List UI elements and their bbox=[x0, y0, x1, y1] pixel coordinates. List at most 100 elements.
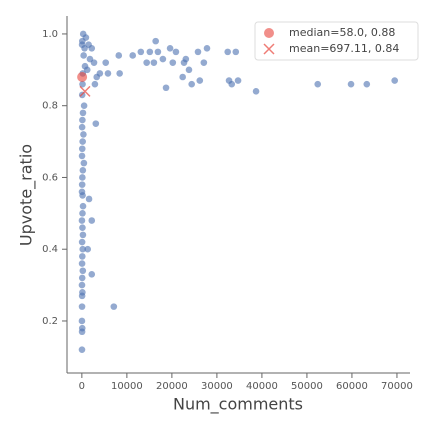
point bbox=[137, 48, 145, 56]
point bbox=[78, 303, 86, 310]
legend-label: median=58.0, 0.88 bbox=[289, 26, 395, 39]
point bbox=[79, 231, 87, 239]
point bbox=[363, 80, 371, 88]
point bbox=[143, 59, 150, 66]
point bbox=[85, 195, 93, 203]
point bbox=[159, 55, 167, 63]
point bbox=[169, 59, 177, 66]
point bbox=[196, 77, 204, 84]
x-tick-label: 30000 bbox=[201, 381, 233, 392]
point bbox=[81, 62, 89, 70]
point bbox=[79, 109, 87, 117]
point bbox=[78, 317, 86, 325]
point bbox=[80, 102, 88, 109]
point bbox=[79, 245, 87, 253]
point bbox=[78, 260, 86, 267]
point bbox=[79, 267, 87, 275]
point bbox=[79, 80, 86, 88]
point bbox=[104, 70, 112, 77]
point bbox=[78, 238, 86, 246]
point bbox=[84, 245, 92, 253]
point bbox=[86, 55, 94, 63]
point bbox=[79, 192, 86, 199]
point bbox=[91, 80, 99, 88]
legend-marker bbox=[263, 43, 275, 55]
point bbox=[78, 181, 86, 188]
point bbox=[347, 80, 355, 88]
point bbox=[93, 73, 101, 81]
point bbox=[92, 120, 100, 127]
point bbox=[203, 44, 211, 52]
point bbox=[172, 48, 180, 56]
point bbox=[88, 217, 96, 224]
x-tick-label: 70000 bbox=[381, 381, 413, 392]
point bbox=[224, 48, 231, 56]
point bbox=[78, 41, 86, 49]
point bbox=[115, 52, 123, 59]
x-tick-label: 60000 bbox=[336, 381, 368, 392]
point bbox=[129, 52, 137, 59]
point bbox=[80, 52, 87, 59]
point bbox=[146, 48, 154, 56]
point bbox=[79, 116, 86, 124]
point bbox=[78, 328, 86, 336]
x-tick-label: 10000 bbox=[111, 381, 143, 392]
point bbox=[252, 88, 260, 95]
point bbox=[88, 271, 96, 278]
y-tick-label: 0.2 bbox=[42, 316, 58, 327]
point bbox=[232, 48, 240, 56]
point bbox=[79, 210, 86, 217]
point bbox=[78, 292, 86, 300]
point bbox=[314, 80, 322, 88]
y-tick-label: 0.4 bbox=[42, 244, 58, 255]
point bbox=[194, 48, 202, 56]
summary-point-x bbox=[79, 85, 91, 97]
point bbox=[179, 73, 186, 81]
point bbox=[80, 159, 88, 167]
point bbox=[234, 77, 242, 84]
legend-marker bbox=[264, 28, 274, 38]
point bbox=[79, 138, 86, 145]
point bbox=[78, 217, 86, 224]
point bbox=[79, 224, 86, 231]
y-tick-label: 0.8 bbox=[42, 101, 58, 112]
point bbox=[391, 77, 398, 84]
x-tick-label: 40000 bbox=[246, 381, 278, 392]
point bbox=[150, 59, 158, 66]
legend-label: mean=697.11, 0.84 bbox=[289, 42, 399, 55]
point bbox=[180, 59, 188, 66]
y-tick-label: 0.6 bbox=[42, 172, 58, 183]
x-tick-label: 0 bbox=[79, 381, 85, 392]
point bbox=[79, 30, 87, 38]
point bbox=[78, 346, 86, 353]
point bbox=[78, 152, 86, 160]
point bbox=[116, 70, 123, 77]
point bbox=[185, 66, 193, 74]
x-tick-label: 20000 bbox=[156, 381, 188, 392]
point bbox=[154, 48, 162, 56]
point bbox=[78, 145, 86, 153]
point bbox=[166, 44, 174, 52]
y-tick-label: 1.0 bbox=[42, 29, 58, 40]
point bbox=[80, 131, 87, 138]
point bbox=[79, 202, 87, 210]
y-axis-label: Upvote_ratio bbox=[17, 144, 37, 246]
point bbox=[78, 123, 86, 131]
x-tick-label: 50000 bbox=[291, 381, 323, 392]
point bbox=[79, 174, 86, 181]
point bbox=[102, 59, 110, 66]
point bbox=[162, 84, 170, 92]
point bbox=[79, 166, 87, 174]
x-axis-label: Num_comments bbox=[173, 395, 303, 415]
point bbox=[152, 37, 159, 45]
point bbox=[225, 77, 233, 84]
point bbox=[188, 80, 195, 88]
point bbox=[110, 303, 118, 310]
summary-point bbox=[77, 71, 88, 82]
point bbox=[200, 59, 208, 66]
legend-box bbox=[254, 21, 419, 61]
point bbox=[78, 281, 86, 289]
point bbox=[78, 274, 86, 282]
point bbox=[79, 253, 86, 260]
